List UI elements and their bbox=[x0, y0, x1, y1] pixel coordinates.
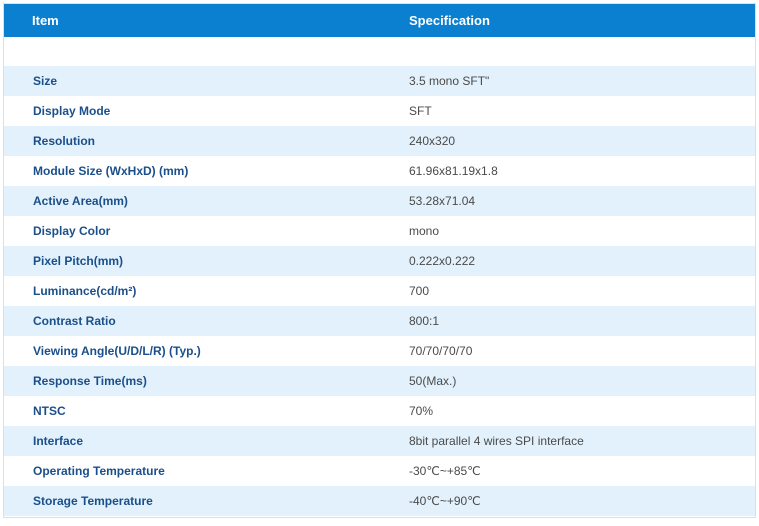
row-value: 0.222x0.222 bbox=[409, 254, 476, 268]
row-label: Pixel Pitch(mm) bbox=[33, 254, 124, 268]
row-label: Operating Temperature bbox=[33, 464, 165, 478]
header-specification: Specification bbox=[409, 13, 490, 28]
row-label: Luminance(cd/m²) bbox=[33, 284, 137, 298]
row-value: 240x320 bbox=[409, 134, 456, 148]
row-value: 700 bbox=[409, 284, 430, 298]
table-row: Display Color mono bbox=[4, 216, 755, 246]
row-value: 8bit parallel 4 wires SPI interface bbox=[409, 434, 584, 448]
row-value: -30℃~+85℃ bbox=[409, 464, 481, 478]
table-row: Display Mode SFT bbox=[4, 96, 755, 126]
row-label: Module Size (WxHxD) (mm) bbox=[33, 164, 189, 178]
table-row: Resolution 240x320 bbox=[4, 126, 755, 156]
row-value: 800:1 bbox=[409, 314, 440, 328]
row-label: Display Color bbox=[33, 224, 111, 238]
row-label: Active Area(mm) bbox=[33, 194, 128, 208]
row-value: -40℃~+90℃ bbox=[409, 494, 481, 508]
row-value: 70% bbox=[409, 404, 434, 418]
table-row: Storage Temperature -40℃~+90℃ bbox=[4, 486, 755, 516]
row-label: Response Time(ms) bbox=[33, 374, 147, 388]
row-label: NTSC bbox=[33, 404, 66, 418]
row-label: Storage Temperature bbox=[33, 494, 153, 508]
row-label: Contrast Ratio bbox=[33, 314, 116, 328]
row-value: mono bbox=[409, 224, 440, 238]
table-row: Viewing Angle(U/D/L/R) (Typ.) 70/70/70/7… bbox=[4, 336, 755, 366]
table-row: Operating Temperature -30℃~+85℃ bbox=[4, 456, 755, 486]
row-value: 53.28x71.04 bbox=[409, 194, 476, 208]
table-row: Pixel Pitch(mm) 0.222x0.222 bbox=[4, 246, 755, 276]
table-row: Contrast Ratio 800:1 bbox=[4, 306, 755, 336]
row-value: SFT bbox=[409, 104, 432, 118]
row-label: Interface bbox=[33, 434, 84, 448]
table-row: Interface 8bit parallel 4 wires SPI inte… bbox=[4, 426, 755, 456]
spec-table: Item Specification Size 3.5 mono SFT" Di… bbox=[3, 3, 756, 518]
row-label: Resolution bbox=[33, 134, 95, 148]
table-row: Response Time(ms) 50(Max.) bbox=[4, 366, 755, 396]
table-row: Module Size (WxHxD) (mm) 61.96x81.19x1.8 bbox=[4, 156, 755, 186]
row-value: 70/70/70/70 bbox=[409, 344, 473, 358]
table-row: Luminance(cd/m²) 700 bbox=[4, 276, 755, 306]
table-row: Active Area(mm) 53.28x71.04 bbox=[4, 186, 755, 216]
row-label: Viewing Angle(U/D/L/R) (Typ.) bbox=[33, 344, 201, 358]
row-value: 50(Max.) bbox=[409, 374, 457, 388]
row-value: 3.5 mono SFT" bbox=[409, 74, 490, 88]
header-item: Item bbox=[32, 13, 59, 28]
row-label: Display Mode bbox=[33, 104, 111, 118]
table-row: Size 3.5 mono SFT" bbox=[4, 66, 755, 96]
table-header: Item Specification bbox=[4, 4, 755, 37]
row-value: 61.96x81.19x1.8 bbox=[409, 164, 498, 178]
row-label: Size bbox=[33, 74, 58, 88]
header-spacer bbox=[4, 37, 755, 66]
table-row: NTSC 70% bbox=[4, 396, 755, 426]
